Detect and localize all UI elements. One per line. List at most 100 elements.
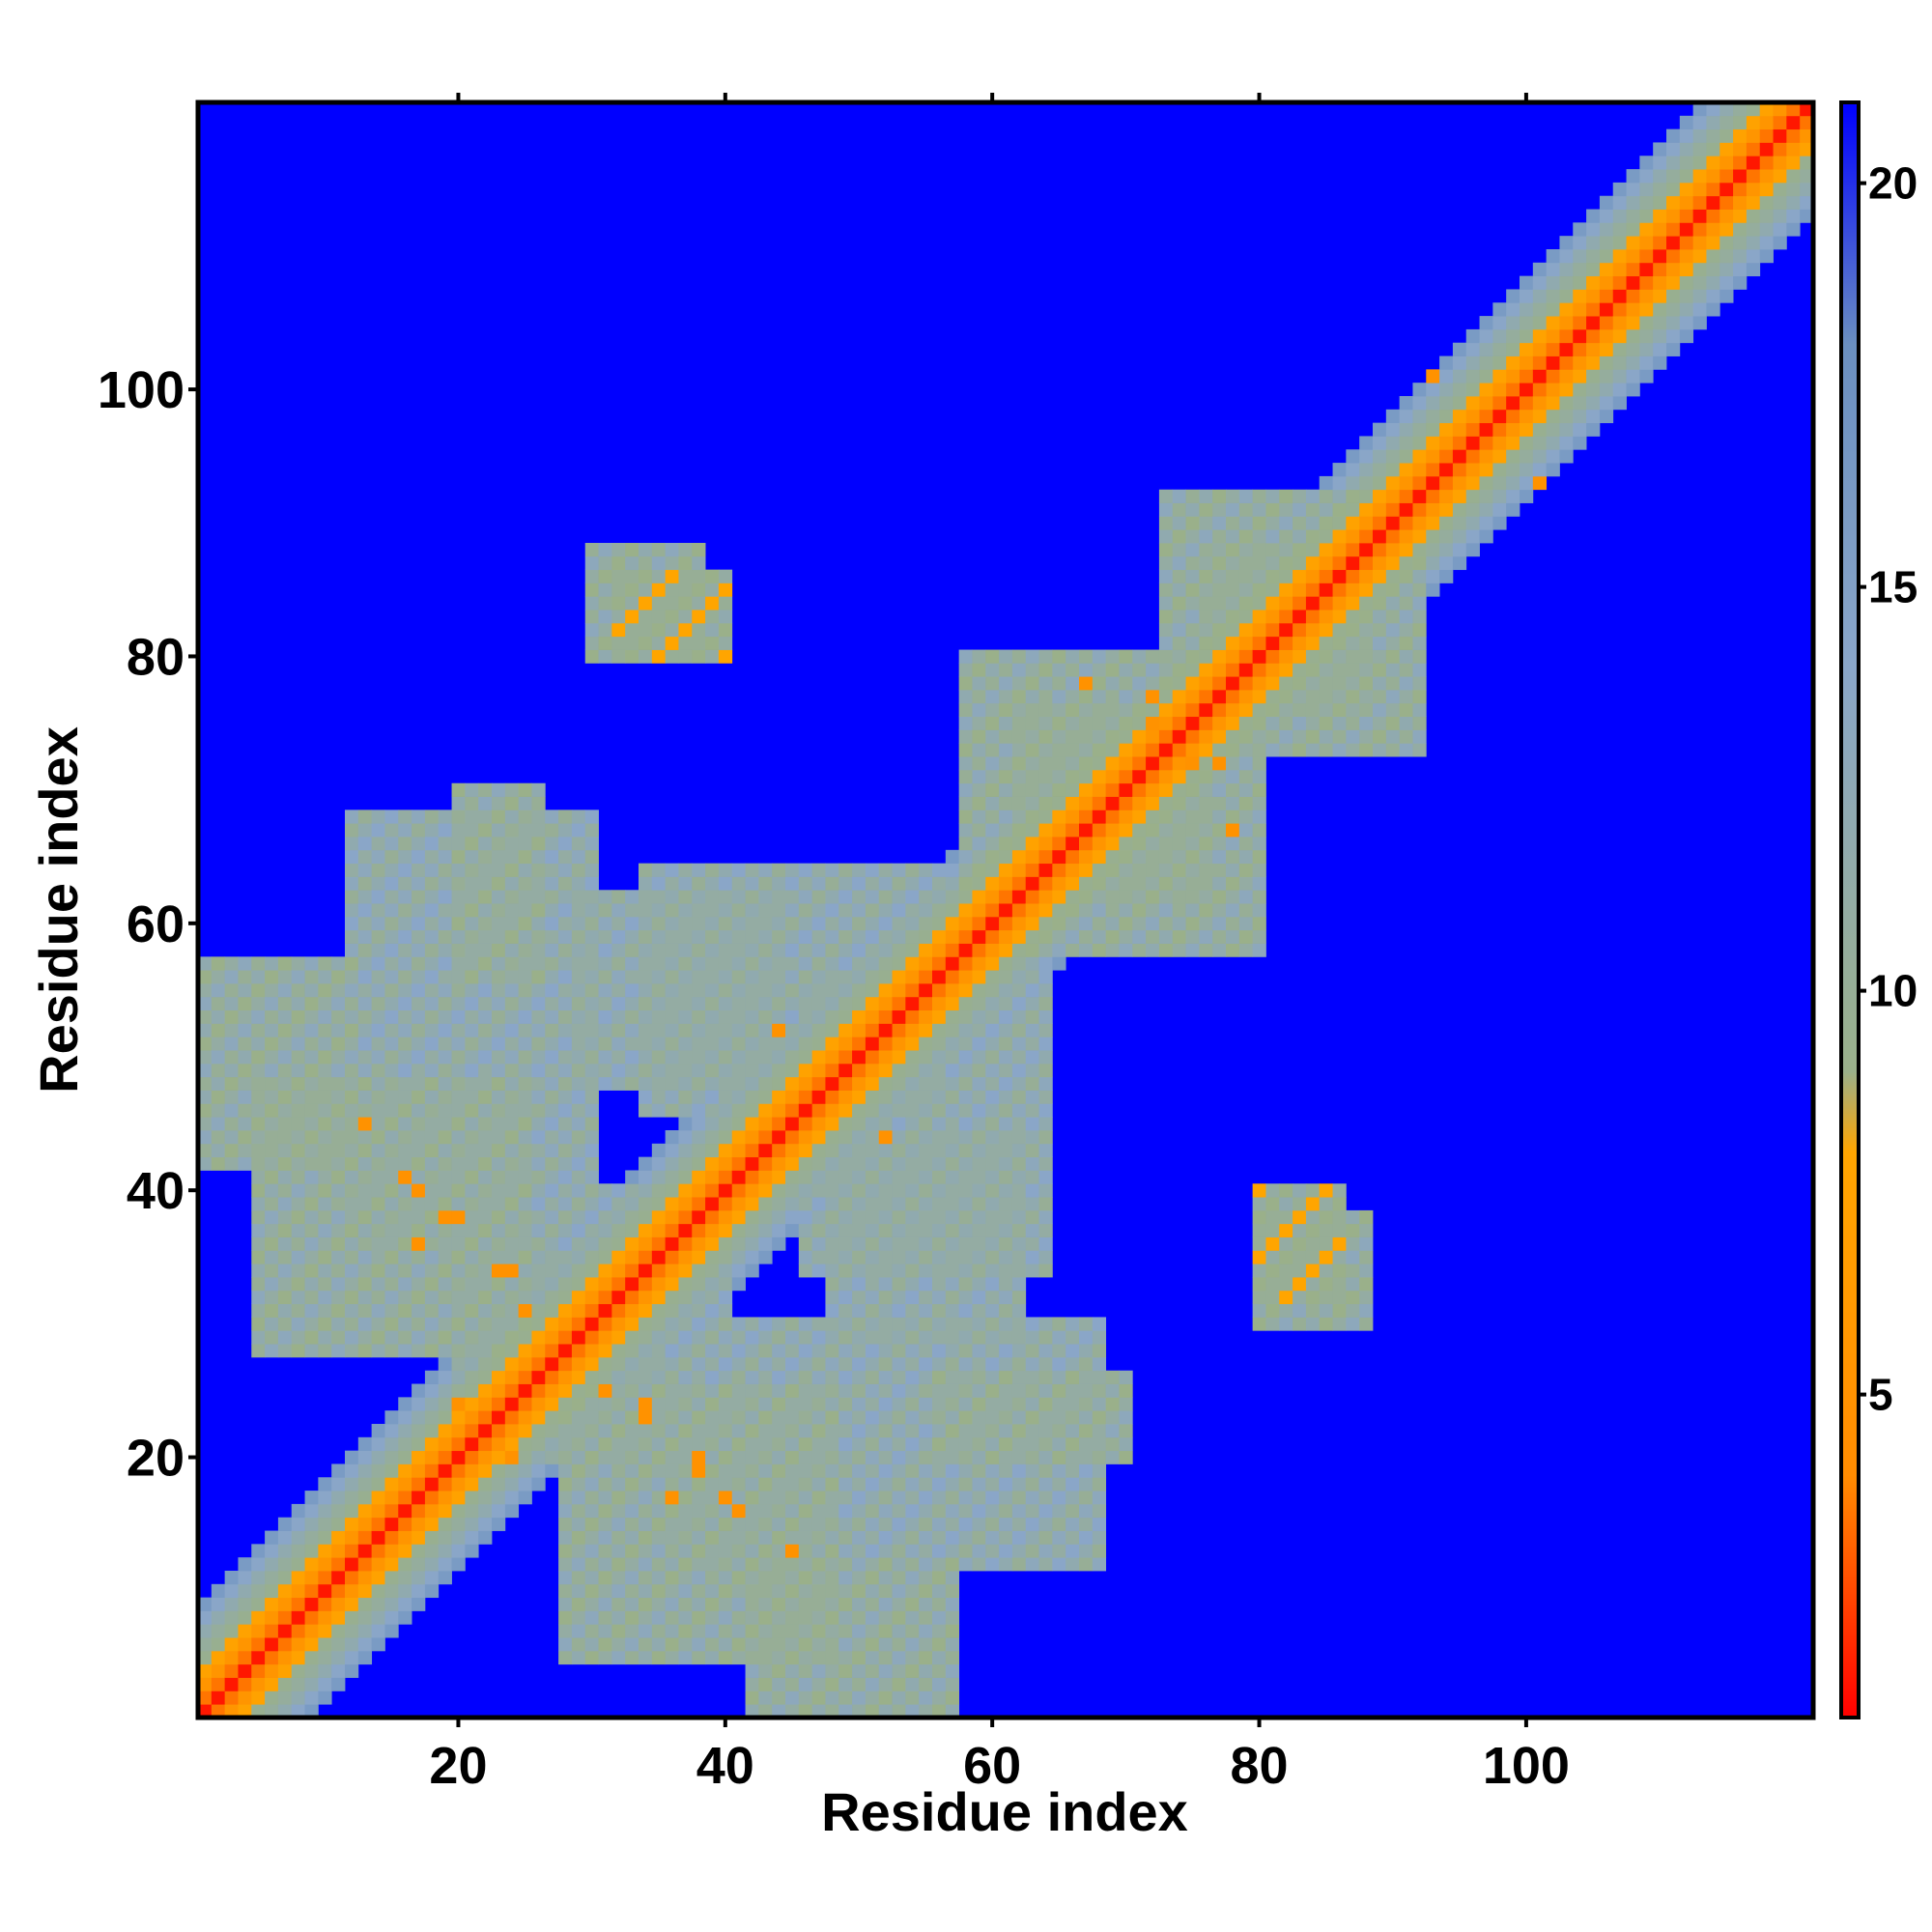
heatmap-cell — [438, 1383, 452, 1398]
heatmap-cell — [772, 1583, 786, 1599]
heatmap-cell — [1158, 756, 1174, 771]
heatmap-cell — [492, 903, 506, 918]
heatmap-cell — [985, 1209, 1000, 1225]
heatmap-cell — [825, 1356, 839, 1372]
heatmap-cell — [1506, 316, 1520, 330]
heatmap-cell — [384, 1076, 399, 1091]
heatmap-cell — [718, 1264, 733, 1278]
heatmap-cell — [424, 1009, 440, 1024]
heatmap-cell — [945, 1410, 960, 1425]
heatmap-cell — [1011, 1290, 1027, 1305]
heatmap-cell — [1079, 916, 1094, 931]
heatmap-cell — [1586, 369, 1601, 384]
heatmap-cell — [492, 956, 506, 971]
heatmap-cell — [424, 823, 440, 838]
heatmap-cell — [331, 1223, 346, 1237]
heatmap-cell — [304, 1197, 319, 1211]
heatmap-cell — [1385, 582, 1401, 597]
heatmap-cell — [651, 1197, 667, 1211]
heatmap-cell — [1332, 529, 1347, 544]
heatmap-cell — [1305, 649, 1321, 664]
heatmap-cell — [718, 569, 733, 583]
heatmap-cell — [1011, 970, 1027, 984]
heatmap-cell — [265, 1143, 279, 1158]
heatmap-cell — [438, 1117, 452, 1131]
heatmap-cell — [639, 1250, 653, 1264]
heatmap-cell — [558, 1037, 573, 1051]
heatmap-cell — [985, 1517, 1000, 1531]
heatmap-cell — [678, 890, 693, 904]
heatmap-cell — [198, 1090, 213, 1104]
heatmap-cell — [318, 1663, 332, 1678]
heatmap-cell — [1265, 1317, 1280, 1331]
heatmap-cell — [772, 1037, 786, 1051]
heatmap-cell — [1265, 622, 1280, 638]
heatmap-cell — [465, 1491, 479, 1505]
heatmap-cell — [492, 1117, 506, 1131]
heatmap-cell — [1319, 743, 1333, 757]
heatmap-cell — [345, 1290, 359, 1305]
heatmap-cell — [972, 1250, 986, 1264]
heatmap-cell — [1520, 436, 1534, 450]
heatmap-cell — [384, 1597, 399, 1611]
heatmap-cell — [531, 1436, 546, 1452]
heatmap-cell — [651, 1344, 667, 1358]
heatmap-cell — [318, 1677, 332, 1691]
heatmap-cell — [1279, 1250, 1293, 1264]
heatmap-cell — [1439, 475, 1454, 491]
heatmap-cell — [1226, 796, 1240, 810]
heatmap-cell — [531, 1183, 546, 1198]
heatmap-cell — [1185, 823, 1200, 838]
heatmap-cell — [678, 863, 693, 877]
heatmap-cell — [905, 1583, 920, 1599]
heatmap-cell — [198, 1103, 213, 1118]
heatmap-cell — [611, 1344, 626, 1358]
heatmap-cell — [811, 1424, 826, 1438]
heatmap-cell — [1346, 663, 1360, 677]
heatmap-cell — [972, 1463, 986, 1478]
heatmap-cell — [878, 1277, 893, 1292]
heatmap-cell — [1252, 636, 1266, 650]
heatmap-cell — [1119, 1383, 1133, 1398]
heatmap-cell — [692, 903, 706, 918]
heatmap-cell — [265, 1009, 279, 1024]
heatmap-cell — [825, 1637, 839, 1652]
heatmap-cell — [972, 837, 986, 851]
heatmap-cell — [1479, 396, 1493, 411]
heatmap-cell — [291, 1197, 305, 1211]
heatmap-cell — [371, 903, 385, 918]
heatmap-cell — [1199, 916, 1213, 931]
heatmap-cell — [1332, 596, 1347, 611]
heatmap-cell — [1305, 622, 1321, 638]
heatmap-cell — [1065, 1370, 1080, 1384]
heatmap-cell — [985, 1076, 1000, 1091]
heatmap-cell — [198, 1624, 213, 1638]
heatmap-cell — [731, 1009, 746, 1024]
heatmap-cell — [945, 1009, 960, 1024]
heatmap-cell — [625, 1356, 639, 1372]
heatmap-cell — [1653, 316, 1667, 330]
heatmap-cell — [705, 610, 720, 624]
heatmap-cell — [611, 1330, 626, 1345]
heatmap-cell — [999, 1277, 1013, 1292]
heatmap-cell — [731, 903, 746, 918]
heatmap-cell — [958, 769, 973, 784]
heatmap-cell — [1346, 1250, 1360, 1264]
heatmap-cell — [398, 903, 412, 918]
heatmap-cell — [1332, 702, 1347, 718]
heatmap-cell — [1119, 943, 1133, 957]
heatmap-cell — [985, 1530, 1000, 1545]
heatmap-cell — [331, 1544, 346, 1558]
heatmap-cell — [1319, 1223, 1333, 1237]
heatmap-cell — [1038, 1183, 1053, 1198]
heatmap-cell — [878, 1517, 893, 1531]
heatmap-cell — [424, 1436, 440, 1452]
heatmap-cell — [705, 970, 720, 984]
heatmap-cell — [852, 1491, 867, 1505]
heatmap-cell — [291, 1597, 305, 1611]
heatmap-cell — [878, 1544, 893, 1558]
heatmap-cell — [985, 929, 1000, 944]
heatmap-cell — [1305, 543, 1321, 557]
heatmap-cell — [1412, 636, 1427, 650]
heatmap-cell — [211, 970, 226, 984]
